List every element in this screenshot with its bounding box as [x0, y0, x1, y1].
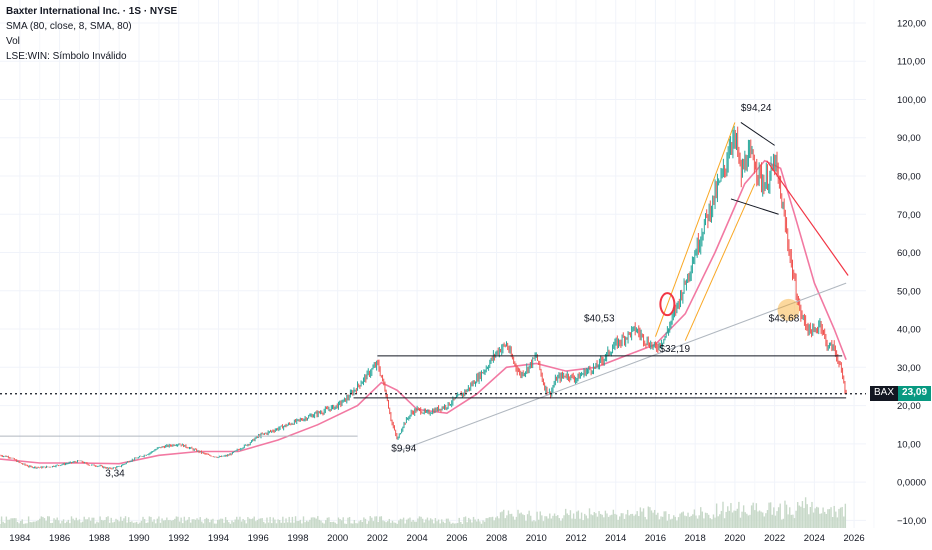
x-tick-label: 2006	[446, 533, 467, 544]
x-tick-label: 2004	[407, 533, 428, 544]
annotation-label: $40,53	[584, 313, 615, 324]
last-price-tag: BAX 23,09	[870, 386, 932, 402]
orange-channel-lower	[684, 183, 756, 341]
y-tick-label: 90,00	[897, 133, 921, 144]
annotation-label: $94,24	[741, 103, 772, 114]
x-tick-label: 2014	[605, 533, 626, 544]
volume-label[interactable]: Vol	[6, 36, 20, 47]
time-axis[interactable]: 1984 1986 1988 1990 1992 1994 1996 1998 2000 2002…	[9, 533, 864, 544]
invalid-symbol-label[interactable]: LSE:WIN: Símbolo Inválido	[6, 51, 127, 62]
x-tick-label: 2012	[565, 533, 586, 544]
annotation-label: $9,94	[391, 443, 416, 454]
x-tick-label: 2018	[685, 533, 706, 544]
price-tag-symbol: BAX	[870, 386, 899, 402]
x-tick-label: 2026	[844, 533, 865, 544]
price-series	[0, 126, 847, 470]
price-axis[interactable]: 120,00 110,00 100,00 90,00 80,00 70,00 60,00 50…	[897, 18, 926, 526]
x-tick-label: 1984	[9, 533, 30, 544]
y-tick-label: 40,00	[897, 325, 921, 336]
y-tick-label: 50,00	[897, 286, 921, 297]
orange-channel-upper	[654, 122, 736, 337]
x-tick-label: 1992	[168, 533, 189, 544]
volume-bars	[0, 497, 847, 528]
y-tick-label: 110,00	[897, 57, 925, 68]
x-tick-label: 2008	[486, 533, 507, 544]
x-tick-label: 2022	[764, 533, 785, 544]
y-tick-label: 30,00	[897, 363, 921, 374]
y-tick-label: 20,00	[897, 401, 921, 412]
y-tick-label: 80,00	[897, 172, 921, 183]
price-annotations: $94,24 $40,53 $32,19 $43,68 $9,94 3,34	[105, 103, 799, 479]
symbol-title[interactable]: Baxter International Inc. · 1S · NYSE	[6, 6, 178, 17]
y-tick-label: 10,00	[897, 439, 921, 450]
highlight-circle-red	[659, 292, 676, 317]
annotation-label: $43,68	[769, 313, 800, 324]
price-tag-value: 23,09	[898, 386, 932, 402]
x-tick-label: 2024	[804, 533, 825, 544]
x-tick-label: 1998	[287, 533, 308, 544]
y-tick-label: 0,0000	[897, 478, 926, 489]
rising-trend-line	[397, 282, 847, 452]
x-tick-label: 2002	[367, 533, 388, 544]
x-tick-label: 1986	[49, 533, 70, 544]
projection-arrow	[766, 160, 849, 276]
x-tick-label: 1994	[208, 533, 229, 544]
indicator-label[interactable]: SMA (80, close, 8, SMA, 80)	[6, 21, 132, 32]
y-tick-label: −10,00	[897, 516, 926, 527]
x-tick-label: 1990	[128, 533, 149, 544]
x-tick-label: 1996	[248, 533, 269, 544]
y-tick-label: 100,00	[897, 95, 926, 106]
y-tick-label: 120,00	[897, 18, 926, 29]
x-tick-label: 2016	[645, 533, 666, 544]
y-tick-label: 60,00	[897, 248, 921, 259]
drawing-tools	[0, 122, 849, 452]
annotation-label: 3,34	[105, 468, 125, 479]
x-tick-label: 2010	[526, 533, 547, 544]
annotation-label: $32,19	[659, 344, 690, 355]
sma-line	[0, 159, 847, 465]
chart-legend: Baxter International Inc. · 1S · NYSE SM…	[6, 4, 177, 64]
chart-grid	[0, 0, 866, 528]
x-tick-label: 2000	[327, 533, 348, 544]
y-tick-label: 70,00	[897, 210, 921, 221]
x-tick-label: 1988	[89, 533, 110, 544]
arrow-lower	[730, 198, 779, 215]
x-tick-label: 2020	[724, 533, 745, 544]
sma-polyline	[0, 159, 847, 465]
highlight-circle-orange	[777, 298, 800, 321]
arrow-top	[740, 122, 775, 146]
